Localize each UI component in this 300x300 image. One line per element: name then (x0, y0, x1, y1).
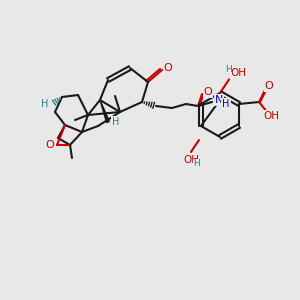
Text: N: N (215, 95, 223, 105)
Text: H: H (194, 160, 200, 169)
Polygon shape (100, 100, 110, 122)
Text: O: O (46, 140, 54, 150)
Text: O: O (204, 87, 212, 97)
Text: H: H (41, 99, 49, 109)
Text: OH: OH (263, 111, 279, 121)
Text: OH: OH (183, 155, 199, 165)
Text: O: O (265, 81, 273, 91)
Text: OH: OH (230, 68, 246, 78)
Text: H: H (225, 64, 231, 74)
Text: O: O (164, 63, 172, 73)
Text: H: H (222, 99, 230, 109)
Text: H: H (112, 117, 120, 127)
